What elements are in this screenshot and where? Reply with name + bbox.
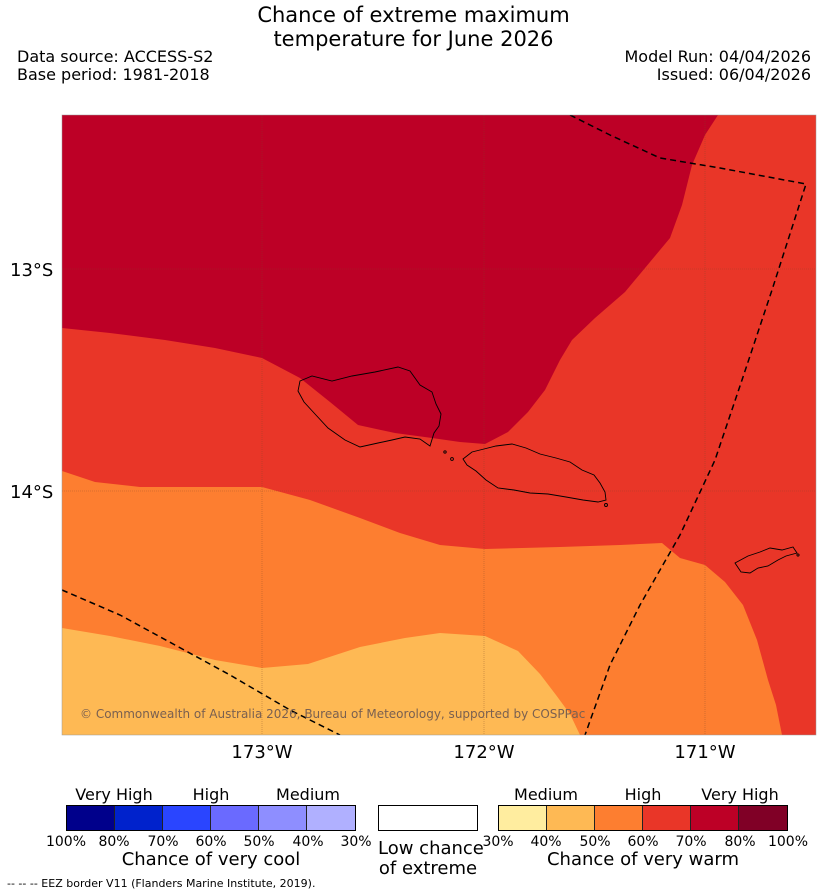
legend-cool-tick: 60% [195, 834, 227, 850]
legend-neutral-label: Low chance of extreme [378, 838, 484, 879]
legend-cool-swatch [115, 806, 163, 830]
map-frame [61, 114, 817, 736]
legend-cool-tick: 50% [243, 834, 275, 850]
legend-warm-swatch [691, 806, 739, 830]
legend-warm-swatch [739, 806, 787, 830]
chart-title: Chance of extreme maximum temperature fo… [0, 3, 827, 51]
legend-cool-title: Chance of very cool [121, 849, 301, 870]
map[interactable]: © Commonwealth of Australia 2026, Bureau… [0, 0, 827, 780]
legend-warm-tick: 70% [675, 834, 707, 850]
title-line-2: temperature for June 2026 [273, 27, 554, 51]
island-tutuila [734, 546, 798, 574]
legend-neutral: Low chance of extreme [378, 805, 484, 879]
legend-cool-swatch [307, 806, 355, 830]
legend-cool-swatch [259, 806, 307, 830]
legend-cool-categories: Very High High Medium [66, 785, 356, 805]
legend-warm-categories: Medium High Very High [498, 785, 788, 805]
legend-warm-ticks: 30% 40% 50% 60% 70% 80% 100% [482, 831, 808, 850]
legend-warm-bar [498, 805, 788, 831]
legend-warm-title: Chance of very warm [546, 849, 740, 870]
land-outlines [297, 366, 800, 574]
legend-cool-tick: 30% [340, 834, 372, 850]
legend-warm-cat-medium: Medium [514, 785, 578, 804]
meta-right: Model Run: 04/04/2026 Issued: 06/04/2026 [625, 48, 812, 84]
lon-label-171w: 171°W [674, 742, 735, 763]
legend-warm-tick: 60% [627, 834, 659, 850]
legend-neutral-swatch [378, 805, 478, 831]
legend-warm-cat-high: High [624, 785, 662, 804]
gridlines [62, 115, 816, 735]
legend-cool-tick: 40% [292, 834, 324, 850]
legend-warm-tick: 30% [482, 834, 514, 850]
legend-warm-tick: 50% [579, 834, 611, 850]
legend-cool-swatch [163, 806, 211, 830]
eez-footnote: -- -- -- EEZ border V11 (Flanders Marine… [7, 877, 316, 890]
eez-border [62, 115, 807, 735]
legend-cool: Very High High Medium 100% 80% 70% 60% 5… [46, 785, 372, 870]
meta-left: Data source: ACCESS-S2 Base period: 1981… [17, 48, 213, 84]
legend-cool-bar [66, 805, 356, 831]
lon-label-172w: 172°W [453, 742, 514, 763]
title-line-1: Chance of extreme maximum [257, 3, 570, 27]
zone-very-high [62, 115, 718, 444]
base-period: Base period: 1981-2018 [17, 65, 210, 84]
legend-cool-ticks: 100% 80% 70% 60% 50% 40% 30% [46, 831, 372, 850]
model-run: Model Run: 04/04/2026 [624, 47, 812, 66]
lon-label-173w: 173°W [231, 742, 292, 763]
legend-warm-swatch [499, 806, 547, 830]
legend-warm-cat-very-high: Very High [701, 785, 779, 804]
legend-warm-tick: 100% [767, 834, 809, 850]
legend-cool-tick: 70% [147, 834, 179, 850]
legend-neutral-line-2: of extreme [378, 858, 478, 879]
legend-warm-swatch [595, 806, 643, 830]
legend-warm-tick: 40% [530, 834, 562, 850]
legend-cool-swatch [211, 806, 259, 830]
legend-cool-swatch [67, 806, 115, 830]
legend-warm-swatch [547, 806, 595, 830]
map-plot-area[interactable]: © Commonwealth of Australia 2026, Bureau… [62, 115, 816, 735]
legend-cool-cat-very-high: Very High [75, 785, 153, 804]
legend-cool-tick: 80% [98, 834, 130, 850]
legend-neutral-line-1: Low chance [378, 838, 484, 859]
legend-cool-cat-medium: Medium [276, 785, 340, 804]
legend-cool-cat-high: High [192, 785, 230, 804]
data-source: Data source: ACCESS-S2 [17, 47, 214, 66]
island-upolu [462, 443, 607, 503]
island-savaii [297, 366, 442, 448]
legend-warm-swatch [643, 806, 691, 830]
copyright-text: © Commonwealth of Australia 2026, Bureau… [80, 707, 585, 721]
legend-cool-tick: 100% [45, 834, 87, 850]
lat-label-13s: 13°S [10, 260, 53, 281]
lat-label-14s: 14°S [10, 482, 53, 503]
issued-date: Issued: 06/04/2026 [656, 65, 811, 84]
legend-warm: Medium High Very High 30% 40% 50% 60% 70… [482, 785, 808, 870]
legend-warm-tick: 80% [724, 834, 756, 850]
